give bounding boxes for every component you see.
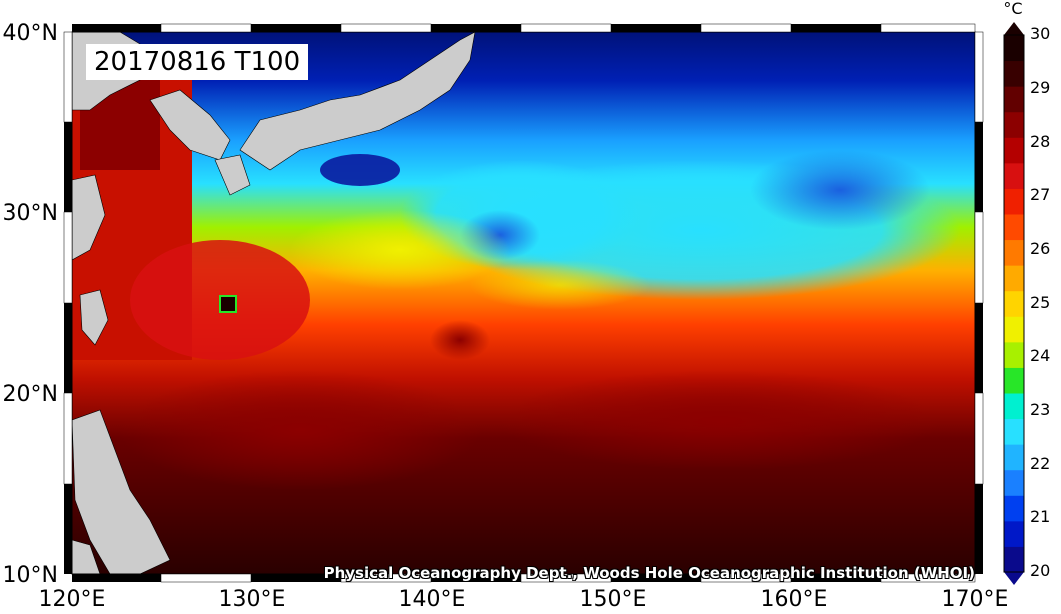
left-frame-bars (63, 31, 73, 574)
y-tick-label: 10°N (3, 563, 58, 588)
colorbar-label: 28 (1030, 132, 1050, 151)
y-tick-label: 20°N (3, 382, 58, 407)
x-tick-label: 140°E (399, 587, 466, 610)
right-frame-bars (974, 31, 984, 574)
map-title: 20170816 T100 (86, 44, 309, 80)
colorbar-swatch (1004, 316, 1024, 343)
colorbar-label: 26 (1030, 239, 1050, 258)
colorbar-label: 22 (1030, 454, 1050, 473)
land-japan-kyushu (214, 154, 251, 196)
credit-text: Physical Oceanography Dept., Woods Hole … (323, 564, 975, 582)
colorbar-label: 27 (1030, 185, 1050, 204)
colorbar-labels: 30 29 28 27 26 25 24 23 22 21 20 (1030, 24, 1050, 580)
colorbar-swatch (1004, 137, 1024, 164)
map-frame (63, 23, 984, 583)
warm-eddy (430, 320, 490, 360)
sst-field (72, 32, 975, 574)
colorbar-swatch (1004, 469, 1024, 496)
colorbar-top-arrow (1004, 22, 1024, 35)
warm-patch-sw (120, 370, 480, 490)
land-taiwan (79, 289, 109, 346)
colorbar-swatch (1004, 188, 1024, 215)
colorbar-swatch (1004, 214, 1024, 241)
colorbar-swatch (1004, 444, 1024, 471)
warm-patch-se (500, 370, 940, 470)
colorbar-swatch (1004, 393, 1024, 420)
transition-band (290, 210, 510, 290)
x-axis-labels: 120°E 130°E 140°E 150°E 160°E 170°E (39, 587, 1009, 612)
land-mindanao (72, 539, 101, 574)
hot-spot-marker (219, 295, 237, 313)
x-tick-label: 150°E (580, 587, 647, 610)
colorbar-swatch (1004, 341, 1024, 368)
colorbar-swatch (1004, 239, 1024, 266)
land-japan-honshu (239, 32, 476, 171)
colorbar-unit: °C (1003, 0, 1022, 18)
colorbar-label: 20 (1030, 561, 1050, 580)
colorbar-label: 25 (1030, 293, 1050, 312)
y-axis-labels: 40°N 30°N 20°N 10°N (3, 21, 58, 588)
colorbar-label: 24 (1030, 346, 1050, 365)
colorbar-swatch (1004, 86, 1024, 113)
colorbar-swatch (1004, 162, 1024, 189)
top-frame-bars (72, 23, 976, 33)
colorbar-label: 30 (1030, 24, 1050, 43)
land-china-coast (72, 174, 106, 261)
y-tick-label: 30°N (3, 201, 58, 226)
colorbar-swatch (1004, 290, 1024, 317)
colorbar-swatch (1004, 418, 1024, 445)
colorbar-swatch (1004, 520, 1024, 547)
transition-band-2 (470, 260, 650, 310)
colorbar-swatches (1004, 35, 1024, 573)
x-tick-label: 170°E (942, 587, 1009, 610)
land-korea-peninsula (149, 89, 231, 161)
colorbar-label: 23 (1030, 400, 1050, 419)
colorbar-bottom-arrow (1004, 572, 1024, 585)
colorbar-swatch (1004, 265, 1024, 292)
colorbar-label: 21 (1030, 507, 1050, 526)
cold-eddy-kuroshio (320, 154, 400, 186)
colorbar-swatch (1004, 546, 1024, 573)
colorbar-swatch (1004, 367, 1024, 394)
y-tick-label: 40°N (3, 21, 58, 46)
blue-eddy-1 (750, 150, 930, 230)
x-tick-label: 130°E (219, 587, 286, 610)
x-tick-label: 120°E (39, 587, 106, 610)
colorbar-swatch (1004, 60, 1024, 87)
colorbar: °C 30 29 28 27 26 25 24 23 22 21 20 (1003, 0, 1050, 585)
colorbar-swatch (1004, 35, 1024, 62)
land-philippines (72, 409, 171, 574)
colorbar-swatch (1004, 111, 1024, 138)
x-tick-label: 160°E (761, 587, 828, 610)
colorbar-label: 29 (1030, 78, 1050, 97)
bottom-frame-bars (72, 573, 976, 583)
colorbar-swatch (1004, 495, 1024, 522)
